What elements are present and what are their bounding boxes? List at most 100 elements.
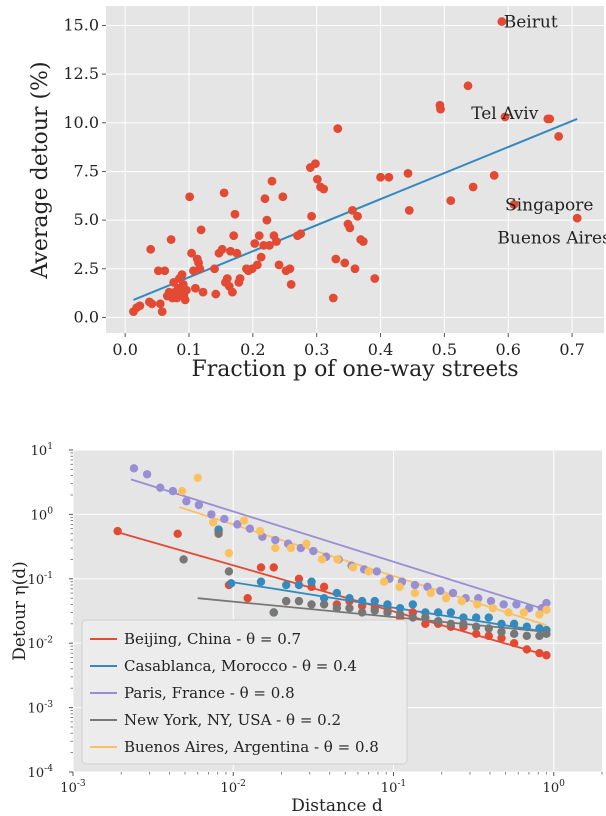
series-point bbox=[512, 600, 521, 609]
series-point bbox=[226, 579, 236, 588]
series-point bbox=[255, 526, 265, 536]
series-point bbox=[243, 593, 252, 603]
series-point bbox=[535, 624, 544, 633]
series-point bbox=[142, 470, 152, 479]
city-point bbox=[180, 295, 190, 305]
series-point bbox=[471, 613, 481, 622]
city-point bbox=[195, 264, 205, 274]
series-point bbox=[168, 486, 178, 496]
city-point bbox=[278, 192, 288, 202]
city-point bbox=[187, 248, 196, 258]
series-point bbox=[233, 520, 242, 529]
city-point bbox=[333, 124, 343, 134]
series-point bbox=[410, 580, 420, 590]
city-point bbox=[250, 239, 260, 248]
series-point bbox=[302, 539, 311, 548]
series-point bbox=[372, 567, 382, 576]
city-point bbox=[285, 264, 295, 274]
series-point bbox=[294, 596, 304, 606]
bottom-x-tick-label: 10-1 bbox=[381, 779, 406, 796]
city-point bbox=[256, 252, 266, 262]
city-point bbox=[135, 301, 145, 311]
city-point bbox=[311, 159, 320, 169]
legend-label: Casablanca, Morocco - θ = 0.4 bbox=[124, 657, 357, 675]
series-point bbox=[457, 596, 467, 606]
city-point bbox=[177, 270, 187, 280]
series-point bbox=[433, 616, 443, 626]
series-point bbox=[357, 596, 367, 606]
series-point bbox=[307, 577, 316, 586]
city-point bbox=[198, 287, 208, 297]
top-points bbox=[129, 17, 582, 316]
series-point bbox=[256, 577, 266, 586]
top-annotations: Beirut Tel Aviv Singapore Buenos Aires bbox=[471, 13, 606, 249]
series-point bbox=[497, 627, 506, 637]
legend-label: New York, NY, USA - θ = 0.2 bbox=[124, 711, 341, 729]
series-point bbox=[497, 619, 506, 629]
bottom-y-tick-label: 10-2 bbox=[28, 635, 53, 652]
series-point bbox=[345, 603, 354, 613]
top-chart: 0.0 0.1 0.2 0.3 0.4 0.5 0.6 0.7 0.0 2.5 5.0 7.5 10.… bbox=[28, 6, 606, 382]
series-point bbox=[177, 486, 187, 496]
series-point bbox=[504, 608, 513, 617]
legend-label: Buenos Aires, Argentina - θ = 0.8 bbox=[124, 738, 379, 756]
city-point bbox=[463, 81, 473, 91]
city-point bbox=[509, 200, 519, 209]
series-point bbox=[155, 483, 165, 492]
series-point bbox=[224, 548, 234, 558]
series-point bbox=[471, 629, 481, 638]
series-point bbox=[194, 500, 204, 510]
series-point bbox=[319, 593, 329, 603]
series-point bbox=[282, 596, 291, 606]
series-point bbox=[357, 608, 367, 617]
series-point bbox=[423, 582, 432, 592]
city-point bbox=[265, 241, 274, 250]
city-point bbox=[235, 274, 245, 283]
bottom-x-tick-label: 10-3 bbox=[60, 779, 86, 796]
series-point bbox=[224, 567, 234, 576]
bottom-y-axis-label: Detour η(d) bbox=[10, 561, 30, 661]
series-point bbox=[408, 600, 418, 609]
top-x-ticks: 0.0 0.1 0.2 0.3 0.4 0.5 0.6 0.7 bbox=[112, 333, 585, 359]
top-y-tick-label: 7.5 bbox=[74, 161, 99, 180]
series-point bbox=[286, 543, 296, 553]
bottom-y-tick-label: 10-3 bbox=[28, 700, 54, 717]
city-point bbox=[267, 176, 277, 186]
bottom-x-tick-label: 10-2 bbox=[221, 779, 246, 796]
city-annotation: Beirut bbox=[504, 13, 558, 33]
series-point bbox=[484, 624, 493, 633]
city-point bbox=[353, 211, 362, 221]
series-point bbox=[245, 524, 255, 533]
city-point bbox=[500, 112, 510, 122]
city-point bbox=[350, 264, 360, 274]
series-point bbox=[410, 588, 420, 598]
series-point bbox=[395, 603, 405, 613]
city-point bbox=[370, 274, 380, 283]
series-point bbox=[522, 622, 532, 631]
city-point bbox=[217, 244, 227, 254]
city-point bbox=[153, 266, 163, 276]
series-point bbox=[471, 622, 481, 631]
series-point bbox=[542, 605, 551, 615]
city-point bbox=[489, 170, 499, 180]
city-point bbox=[345, 223, 355, 233]
bottom-chart: 10-3 10-2 10-1 100 10-4 10-3 10-2 10-1 100 101 B… bbox=[10, 442, 603, 816]
top-x-tick-label: 0.1 bbox=[176, 340, 201, 359]
series-point bbox=[522, 645, 532, 654]
series-point bbox=[486, 596, 496, 606]
series-point bbox=[395, 610, 405, 619]
series-point bbox=[209, 518, 218, 527]
top-y-axis-label: Average detour (%) bbox=[28, 61, 53, 279]
bottom-y-tick-label: 10-1 bbox=[28, 571, 53, 588]
city-point bbox=[436, 104, 445, 114]
city-point bbox=[190, 283, 200, 293]
series-point bbox=[542, 651, 551, 660]
series-point bbox=[370, 596, 379, 606]
city-point bbox=[222, 274, 232, 283]
series-point bbox=[294, 574, 304, 583]
city-point bbox=[403, 168, 413, 178]
series-point bbox=[484, 631, 493, 641]
series-point bbox=[383, 608, 392, 617]
city-point bbox=[182, 285, 191, 295]
city-point bbox=[358, 237, 368, 246]
